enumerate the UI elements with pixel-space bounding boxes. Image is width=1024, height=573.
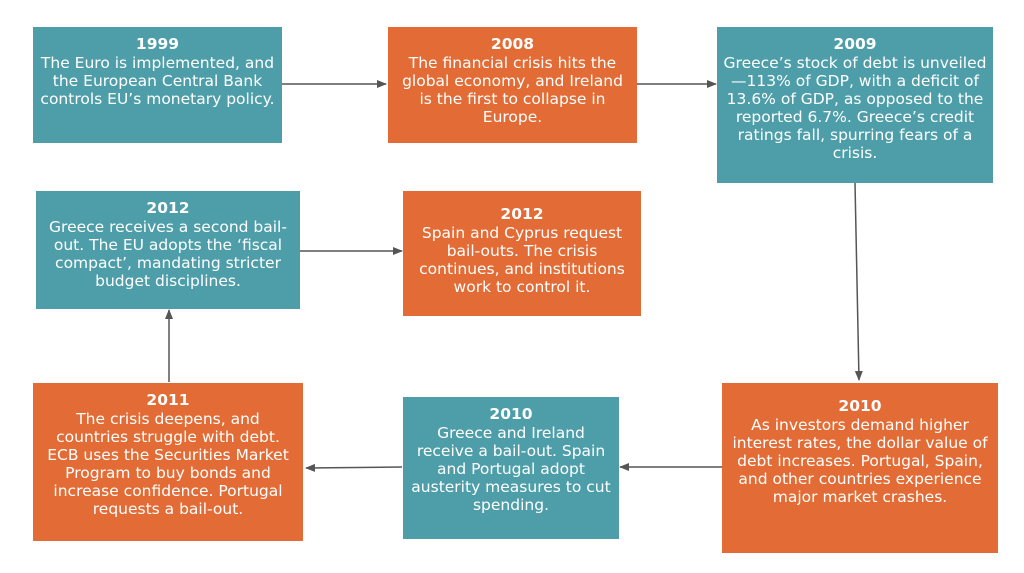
event-text: The Euro is implemented, and the Europea… — [40, 54, 275, 108]
event-text: Greece’s stock of debt is unveiled—113% … — [723, 54, 987, 162]
event-box-2008: 2008 The financial crisis hits the globa… — [388, 27, 637, 143]
event-box-2012-right: 2012 Spain and Cyprus request bail-outs.… — [403, 191, 641, 316]
event-text: As investors demand higher interest rate… — [732, 416, 988, 506]
event-box-2012-left: 2012 Greece receives a second bail-out. … — [36, 191, 300, 309]
event-year: 2010 — [838, 397, 882, 415]
event-year: 2010 — [489, 405, 533, 423]
event-text: Greece receives a second bail-out. The E… — [49, 218, 287, 290]
event-box-2011: 2011 The crisis deepens, and countries s… — [33, 383, 303, 541]
event-year: 2012 — [146, 199, 190, 217]
event-year: 2012 — [500, 205, 544, 223]
event-year: 2008 — [490, 35, 535, 53]
event-year: 1999 — [135, 35, 180, 53]
event-text: Greece and Ireland receive a bail-out. S… — [411, 424, 611, 514]
event-year: 2009 — [833, 35, 877, 53]
event-text: The crisis deepens, and countries strugg… — [47, 410, 289, 518]
event-box-2009: 2009 Greece’s stock of debt is unveiled—… — [717, 27, 993, 183]
event-text: The financial crisis hits the global eco… — [402, 54, 623, 126]
event-year: 2011 — [146, 391, 190, 409]
arrow-2009-to-2010-right — [854, 182, 863, 381]
event-text: Spain and Cyprus request bail-outs. The … — [419, 224, 625, 296]
event-box-2010-right: 2010 As investors demand higher interest… — [722, 383, 998, 553]
event-box-1999: 1999 The Euro is implemented, and the Eu… — [33, 27, 282, 143]
arrow-2010-middle-to-2011 — [305, 463, 403, 472]
event-box-2010-middle: 2010 Greece and Ireland receive a bail-o… — [403, 397, 619, 539]
